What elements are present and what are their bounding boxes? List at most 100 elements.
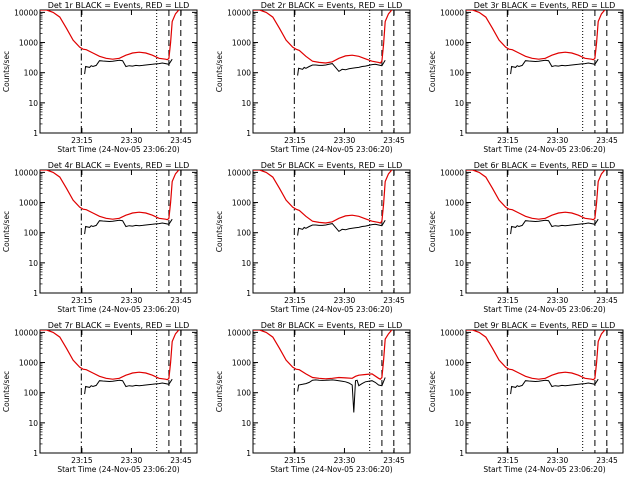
y-tick-label: 10 (454, 419, 464, 428)
series-lld-line (253, 10, 393, 64)
x-axis-label: Start Time (24-Nov-05 23:06:20) (483, 305, 605, 314)
x-tick-label: 23:30 (121, 136, 143, 145)
y-tick-label: 1000 (445, 39, 464, 48)
y-tick-label: 1 (33, 449, 38, 458)
y-axis-label: Counts/sec (215, 51, 224, 92)
y-tick-label: 10000 (227, 8, 251, 17)
y-tick-label: 100 (237, 389, 252, 398)
y-axis-label: Counts/sec (428, 51, 437, 92)
y-tick-label: 10000 (14, 328, 38, 337)
x-axis-label: Start Time (24-Nov-05 23:06:20) (57, 465, 179, 474)
y-tick-label: 100 (450, 229, 465, 238)
y-tick-label: 1000 (232, 39, 251, 48)
y-tick-label: 1000 (445, 359, 464, 368)
plot-frame (465, 169, 624, 294)
x-tick-label: 23:15 (71, 136, 93, 145)
chart-panel-4: Det 4r BLACK = Events, RED = LLD 1 10 100 10… (2, 161, 198, 314)
x-tick-label: 23:30 (121, 296, 143, 305)
chart-panel-2: Det 2r BLACK = Events, RED = LLD 1 10 100 10… (215, 1, 411, 154)
plot-frame (465, 9, 624, 134)
x-tick-label: 23:15 (71, 296, 93, 305)
series-lld-line (40, 10, 180, 61)
chart-panel-6: Det 6r BLACK = Events, RED = LLD 1 10 100 10… (428, 161, 624, 314)
y-tick-label: 10000 (14, 168, 38, 177)
x-tick-label: 23:45 (170, 136, 192, 145)
y-tick-label: 1 (459, 449, 464, 458)
y-tick-label: 100 (450, 69, 465, 78)
x-axis-label: Start Time (24-Nov-05 23:06:20) (57, 305, 179, 314)
chart-panel-5: Det 5r BLACK = Events, RED = LLD 1 10 100 10… (215, 161, 411, 314)
series-events-line (84, 58, 173, 75)
x-tick-label: 23:30 (547, 136, 569, 145)
y-tick-label: 1 (246, 289, 251, 298)
plot-frame (252, 169, 411, 294)
series-lld-line (253, 330, 393, 380)
chart-title: Det 8r BLACK = Events, RED = LLD (261, 321, 403, 330)
chart-panel-8: Det 8r BLACK = Events, RED = LLD 1 10 100 10… (215, 321, 411, 474)
plot-frame (252, 9, 411, 134)
plot-frame (39, 169, 198, 294)
x-tick-label: 23:45 (596, 136, 618, 145)
chart-title: Det 7r BLACK = Events, RED = LLD (48, 321, 190, 330)
chart-title: Det 6r BLACK = Events, RED = LLD (474, 161, 616, 170)
y-tick-label: 1 (246, 449, 251, 458)
y-tick-label: 10 (454, 259, 464, 268)
y-tick-label: 1 (246, 129, 251, 138)
chart-title: Det 1r BLACK = Events, RED = LLD (48, 1, 190, 10)
series-events-line (297, 59, 386, 76)
x-tick-label: 23:45 (383, 456, 405, 465)
x-axis-label: Start Time (24-Nov-05 23:06:20) (483, 145, 605, 154)
y-tick-label: 10 (454, 99, 464, 108)
plot-frame (252, 329, 411, 454)
chart-title: Det 5r BLACK = Events, RED = LLD (261, 161, 403, 170)
chart-panel-7: Det 7r BLACK = Events, RED = LLD 1 10 100 10… (2, 321, 198, 474)
y-tick-label: 100 (24, 229, 39, 238)
y-axis-label: Counts/sec (2, 51, 11, 92)
y-tick-label: 10000 (14, 8, 38, 17)
series-lld-line (40, 170, 180, 221)
series-events-line (297, 377, 386, 413)
x-tick-label: 23:45 (383, 296, 405, 305)
x-tick-label: 23:30 (547, 456, 569, 465)
series-lld-line (466, 330, 606, 381)
y-tick-label: 10 (28, 419, 38, 428)
series-lld-line (40, 330, 180, 381)
y-tick-label: 1 (33, 289, 38, 298)
x-tick-label: 23:45 (383, 136, 405, 145)
y-tick-label: 10000 (227, 328, 251, 337)
y-tick-label: 10000 (440, 168, 464, 177)
series-events-line (510, 218, 599, 235)
x-tick-label: 23:30 (547, 296, 569, 305)
y-tick-label: 10000 (440, 8, 464, 17)
y-tick-label: 10 (241, 419, 251, 428)
y-tick-label: 10000 (440, 328, 464, 337)
y-tick-label: 1 (33, 129, 38, 138)
y-axis-label: Counts/sec (428, 371, 437, 412)
x-axis-label: Start Time (24-Nov-05 23:06:20) (483, 465, 605, 474)
chart-title: Det 3r BLACK = Events, RED = LLD (474, 1, 616, 10)
series-events-line (84, 378, 173, 395)
chart-panel-9: Det 9r BLACK = Events, RED = LLD 1 10 100 10… (428, 321, 624, 474)
chart-title: Det 2r BLACK = Events, RED = LLD (261, 1, 403, 10)
chart-title: Det 4r BLACK = Events, RED = LLD (48, 161, 190, 170)
y-tick-label: 1000 (19, 359, 38, 368)
x-tick-label: 23:30 (334, 136, 356, 145)
y-tick-label: 10 (241, 259, 251, 268)
y-tick-label: 100 (24, 69, 39, 78)
x-tick-label: 23:45 (596, 296, 618, 305)
x-tick-label: 23:15 (71, 456, 93, 465)
y-tick-label: 10000 (227, 168, 251, 177)
x-axis-label: Start Time (24-Nov-05 23:06:20) (270, 305, 392, 314)
y-axis-label: Counts/sec (2, 211, 11, 252)
plot-frame (39, 329, 198, 454)
x-tick-label: 23:30 (334, 296, 356, 305)
y-tick-label: 1000 (232, 199, 251, 208)
y-tick-label: 1000 (19, 199, 38, 208)
series-lld-line (466, 10, 606, 61)
x-axis-label: Start Time (24-Nov-05 23:06:20) (57, 145, 179, 154)
y-axis-label: Counts/sec (215, 371, 224, 412)
x-tick-label: 23:15 (284, 136, 306, 145)
y-tick-label: 100 (237, 229, 252, 238)
x-tick-label: 23:45 (170, 456, 192, 465)
